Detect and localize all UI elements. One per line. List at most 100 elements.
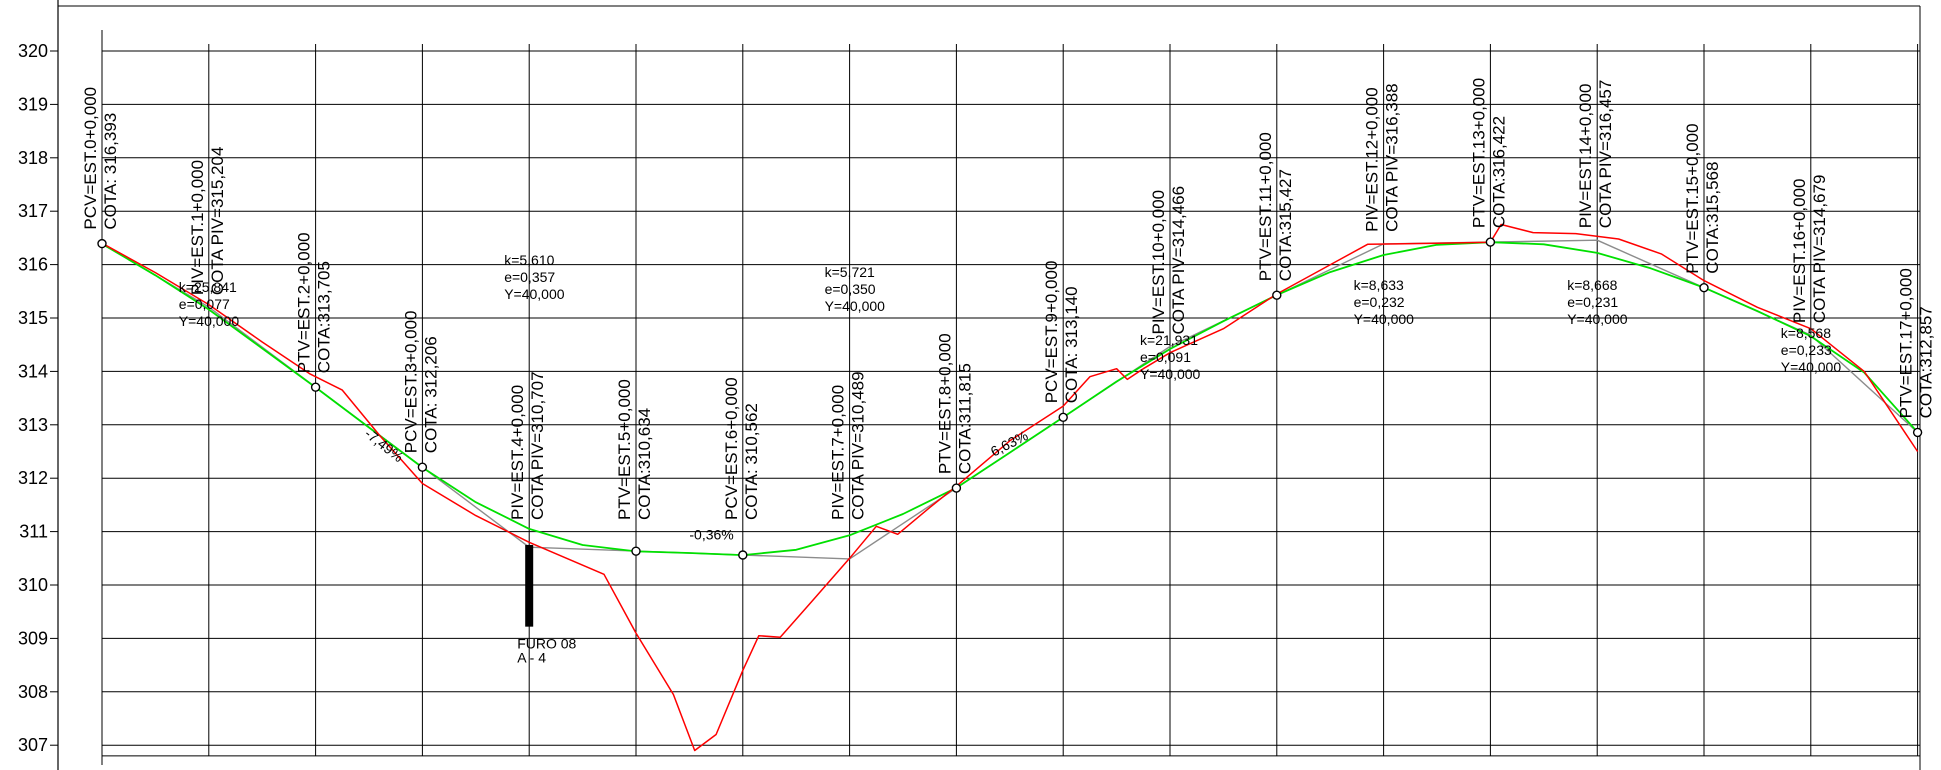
- station-elevation: COTA:315,427: [1276, 169, 1295, 281]
- curve-k: k=21,931: [1140, 332, 1198, 348]
- terrain-line: [101, 223, 1919, 752]
- station-marker: [1912, 427, 1923, 438]
- station-name: PTV=EST.2+0,000: [295, 232, 314, 373]
- curve-e: e=0,232: [1354, 294, 1405, 310]
- station-elevation: COTA:313,705: [315, 261, 334, 373]
- curve-y: Y=40,000: [179, 313, 240, 329]
- curve-e: e=0,233: [1781, 342, 1832, 358]
- curve-e: e=0,357: [504, 269, 555, 285]
- station-marker: [417, 462, 428, 472]
- tick-label: 320: [18, 41, 48, 61]
- tick-label: 319: [18, 94, 48, 114]
- station-elevation: COTA: 312,206: [421, 336, 440, 453]
- station-name: PCV=EST.9+0,000: [1042, 261, 1061, 404]
- station-elevation: COTA: 313,140: [1062, 286, 1081, 403]
- borehole: FURO 08A - 4: [517, 544, 577, 666]
- tick-label: 318: [18, 148, 48, 168]
- station-label-14: PIV=EST.14+0,000 COTA PIV=316,457: [1576, 80, 1615, 229]
- elevation-axis: 320 319 318 317 316 315 314 313 312 311 310 309 308 3…: [18, 41, 58, 755]
- station-label-12: PIV=EST.12+0,000 COTA PIV=316,388: [1363, 83, 1402, 232]
- station-elevation: COTA:312,857: [1917, 306, 1936, 418]
- station-marker: [1699, 282, 1709, 293]
- tick-label: 309: [18, 628, 48, 648]
- curve-y: Y=40,000: [1140, 366, 1201, 382]
- station-label-3: PCV=EST.3+0,000 COTA: 312,206: [401, 310, 440, 453]
- tick-label: 312: [18, 468, 48, 488]
- tick-label: 317: [18, 201, 48, 221]
- station-label-7: PIV=EST.7+0,000 COTA PIV=310,489: [829, 371, 868, 520]
- station-label-10: PIV=EST.10+0,000 COTA PIV=314,466: [1149, 186, 1188, 335]
- station-elevation: COTA PIV=316,457: [1596, 80, 1615, 229]
- station-label-1: PIV=EST.1+0,000 COTA PIV=315,204: [188, 147, 227, 296]
- station-name: PTV=EST.15+0,000: [1683, 123, 1702, 273]
- station-label-0: PCV=EST.0+0,000 COTA: 316,393: [81, 87, 120, 230]
- curve-k: k=25,841: [179, 279, 237, 295]
- grade-label: -0,36%: [689, 527, 733, 543]
- curve-y: Y=40,000: [1354, 311, 1415, 327]
- tick-label: 307: [18, 735, 48, 755]
- station-elevation: COTA: 316,393: [101, 113, 120, 230]
- station-name: PTV=EST.13+0,000: [1469, 78, 1488, 228]
- station-marker: [1058, 412, 1068, 423]
- curve-parameters: k=25,841e=0,077Y=40,000k=5,610e=0,357Y=4…: [179, 252, 1842, 382]
- grade-label: -7,49%: [362, 425, 407, 465]
- profile-lines: [97, 223, 1923, 752]
- borehole-name: FURO 08: [517, 636, 576, 652]
- station-label-9: PCV=EST.9+0,000 COTA: 313,140: [1042, 261, 1081, 404]
- station-label-6: PCV=EST.6+0,000 COTA: 310,562: [722, 377, 761, 520]
- station-marker: [1272, 290, 1282, 300]
- station-label-5: PTV=EST.5+0,000 COTA:310,634: [615, 379, 654, 520]
- station-label-15: PTV=EST.15+0,000 COTA:315,568: [1683, 123, 1722, 273]
- station-name: PTV=EST.17+0,000: [1897, 268, 1916, 418]
- borehole-bar: [525, 544, 534, 627]
- curve-k: k=5,721: [825, 264, 875, 280]
- station-name: PIV=EST.7+0,000: [829, 385, 848, 520]
- borehole-class: A - 4: [517, 650, 546, 666]
- station-label-4: PIV=EST.4+0,000 COTA PIV=310,707: [508, 371, 547, 520]
- station-name: PCV=EST.0+0,000: [81, 87, 100, 230]
- station-name: PIV=EST.12+0,000: [1363, 87, 1382, 232]
- station-elevation: COTA PIV=315,204: [208, 147, 227, 296]
- station-name: PIV=EST.14+0,000: [1576, 84, 1595, 229]
- station-elevation: COTA PIV=310,489: [849, 371, 868, 520]
- station-name: PCV=EST.6+0,000: [722, 377, 741, 520]
- curve-y: Y=40,000: [825, 298, 886, 314]
- station-label-11: PTV=EST.11+0,000 COTA:315,427: [1256, 132, 1295, 281]
- curve-y: Y=40,000: [504, 286, 565, 302]
- tick-label: 311: [19, 522, 48, 542]
- tick-label: 315: [18, 308, 48, 328]
- station-name: PTV=EST.8+0,000: [935, 333, 954, 474]
- curve-k: k=8,633: [1354, 277, 1404, 293]
- station-labels: PCV=EST.0+0,000 COTA: 316,393 PIV=EST.1+0,…: [81, 78, 1936, 520]
- station-name: PIV=EST.16+0,000: [1790, 178, 1809, 323]
- station-elevation: COTA:310,634: [635, 408, 654, 520]
- curve-e: e=0,077: [179, 296, 230, 312]
- curve-e: e=0,231: [1567, 294, 1618, 310]
- curve-e: e=0,091: [1140, 349, 1191, 365]
- station-marker: [1485, 237, 1496, 247]
- curve-k: k=8,568: [1781, 325, 1831, 341]
- tick-label: 313: [18, 415, 48, 435]
- station-name: PIV=EST.10+0,000: [1149, 190, 1168, 335]
- station-elevation: COTA:315,568: [1703, 162, 1722, 274]
- station-name: PIV=EST.4+0,000: [508, 385, 527, 520]
- design-grade-line: [101, 241, 1919, 556]
- station-label-2: PTV=EST.2+0,000 COTA:313,705: [295, 232, 334, 373]
- station-elevation: COTA:316,422: [1489, 116, 1508, 228]
- tick-label: 314: [18, 361, 48, 381]
- grade-labels: -7,49% -0,36% 6,63%: [362, 425, 1031, 542]
- station-elevation: COTA: 310,562: [742, 403, 761, 520]
- station-marker: [631, 546, 641, 556]
- tangent-line: [101, 239, 1919, 560]
- station-name: PTV=EST.5+0,000: [615, 379, 634, 520]
- station-name: PIV=EST.1+0,000: [188, 160, 207, 295]
- tick-label: 308: [18, 682, 48, 702]
- station-label-8: PTV=EST.8+0,000 COTA:311,815: [935, 333, 974, 474]
